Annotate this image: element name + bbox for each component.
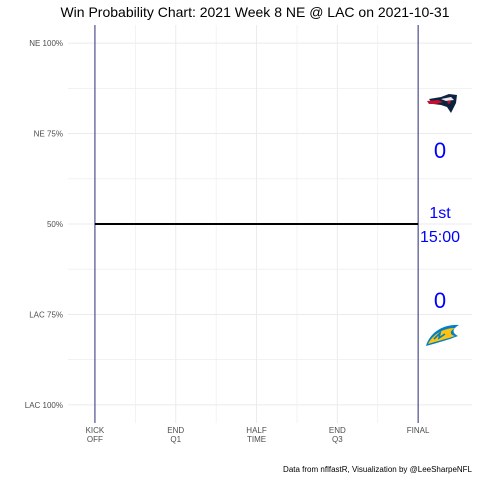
y-tick-label: LAC 100% [25,401,63,410]
x-tick-label: END Q3 [329,426,346,444]
chart-title: Win Probability Chart: 2021 Week 8 NE @ … [60,4,449,20]
y-axis: NE 100% NE 75% 50% LAC 75% LAC 100% [25,39,63,410]
ne-score: 0 [434,138,446,163]
game-clock: 15:00 [420,229,460,246]
patriots-logo [427,94,457,113]
x-axis: KICK OFF END Q1 HALF TIME END Q3 FINAL [86,426,430,444]
lac-score: 0 [434,288,446,313]
x-tick-label: FINAL [407,426,430,435]
y-tick-label: LAC 75% [29,310,63,319]
quarter-label: 1st [429,205,451,222]
x-tick-label: KICK OFF [86,426,105,444]
chargers-logo [426,324,459,346]
y-tick-label: NE 100% [29,39,63,48]
y-tick-label: 50% [47,220,63,229]
x-tick-label: END Q1 [167,426,184,444]
chart-caption: Data from nflfastR, Visualization by @Le… [283,465,473,474]
y-tick-label: NE 75% [34,130,63,139]
x-tick-label: HALF TIME [246,426,267,444]
